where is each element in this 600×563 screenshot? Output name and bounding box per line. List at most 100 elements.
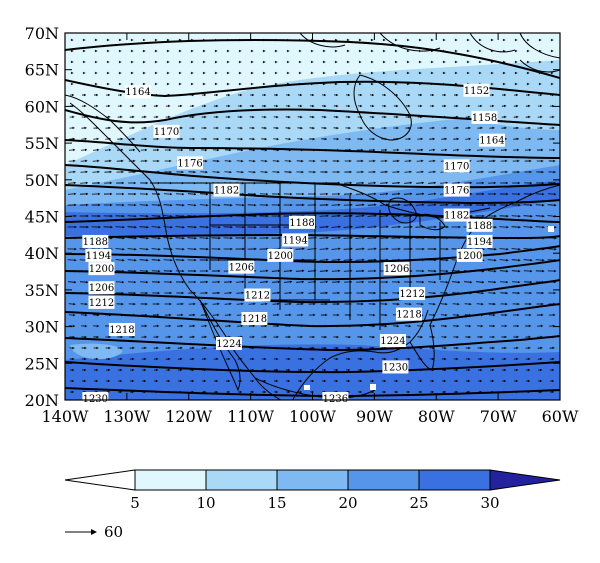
wind-arrowhead	[360, 357, 363, 361]
wind-arrowhead	[95, 368, 99, 372]
wind-arrowhead	[432, 357, 435, 361]
wind-arrowhead	[422, 247, 425, 251]
svg-text:1200: 1200	[89, 264, 114, 275]
wind-arrowhead	[194, 258, 197, 262]
wind-arrowhead	[275, 82, 278, 86]
wind-arrowhead	[167, 38, 170, 42]
wind-arrowhead	[263, 379, 266, 383]
wind-arrowhead	[350, 269, 353, 273]
wind-arrowhead	[516, 357, 519, 361]
wind-arrowhead	[420, 104, 423, 108]
wind-arrowhead	[85, 170, 88, 174]
wind-arrowhead	[156, 137, 159, 141]
wind-arrowhead	[276, 357, 279, 361]
wind-arrowhead	[146, 225, 149, 229]
wind-arrowhead	[215, 379, 218, 383]
wind-arrowhead	[480, 324, 483, 328]
wind-arrowhead	[384, 148, 388, 152]
wind-arrowhead	[180, 335, 183, 339]
wind-arrowhead	[516, 148, 520, 152]
wind-arrowhead	[145, 302, 148, 306]
wind-arrowhead	[227, 390, 230, 394]
lat-tick-label: 70N	[25, 24, 59, 43]
wind-arrowhead	[170, 269, 173, 273]
colorbar-tick-label: 5	[130, 494, 140, 512]
wind-arrowhead	[74, 225, 77, 229]
wind-arrowhead	[266, 203, 269, 207]
contour-labels: 1152 1158 1164 1164 1170 1170 1176 1176 1182 1182…	[82, 83, 505, 406]
wind-arrowhead	[133, 302, 136, 306]
wind-arrowhead	[155, 49, 158, 53]
wind-arrowhead	[299, 390, 302, 394]
contour-label: 1152	[463, 83, 490, 97]
wind-arrowhead	[421, 192, 425, 196]
wind-arrowhead	[108, 148, 112, 152]
lat-tick-label: 60N	[25, 97, 59, 116]
wind-arrowhead	[324, 104, 327, 108]
wind-arrowhead	[542, 225, 545, 229]
wind-arrowhead	[265, 159, 268, 163]
wind-arrowhead	[372, 335, 375, 339]
wind-arrowhead	[158, 203, 161, 207]
svg-text:1194: 1194	[282, 235, 307, 246]
wind-arrowhead	[527, 71, 530, 75]
wind-arrowhead	[468, 357, 471, 361]
wind-arrowhead	[338, 214, 341, 218]
wind-arrowhead	[407, 93, 410, 97]
svg-text:1170: 1170	[444, 161, 469, 172]
wind-arrowhead	[527, 60, 530, 64]
wind-arrowhead	[504, 126, 507, 130]
wind-arrowhead	[398, 247, 401, 251]
wind-arrowhead	[241, 159, 244, 163]
wind-arrowhead	[132, 335, 135, 339]
wind-arrowhead	[263, 390, 266, 394]
wind-arrowhead	[530, 258, 533, 262]
wind-arrowhead	[278, 214, 281, 218]
wind-arrowhead	[552, 115, 555, 119]
wind-arrowhead	[323, 379, 326, 383]
wind-arrowhead	[263, 49, 266, 53]
wind-arrowhead	[386, 247, 389, 251]
wind-arrowhead	[443, 60, 446, 64]
wind-arrowhead	[288, 335, 291, 339]
wind-arrowhead	[326, 192, 329, 196]
wind-arrowhead	[350, 258, 353, 262]
wind-arrowhead	[95, 379, 98, 383]
wind-arrowhead	[120, 346, 123, 350]
wind-arrowhead	[252, 104, 255, 108]
wind-arrowhead	[350, 203, 353, 207]
wind-arrowhead	[371, 38, 374, 42]
wind-arrowhead	[493, 280, 496, 284]
wind-arrowhead	[264, 126, 267, 130]
wind-arrowhead	[480, 126, 483, 130]
wind-arrowhead	[109, 181, 112, 185]
colorbar-over-triangle	[489, 469, 561, 491]
wind-arrowhead	[311, 390, 314, 394]
wind-arrowhead	[542, 258, 545, 262]
wind-arrowhead	[517, 302, 520, 306]
wind-arrowhead	[265, 170, 268, 174]
wind-arrowhead	[157, 280, 160, 284]
svg-text:1218: 1218	[396, 310, 421, 321]
wind-arrowhead	[312, 335, 315, 339]
wind-arrowhead	[240, 104, 243, 108]
lon-tick-label: 60W	[542, 407, 579, 426]
colorbar-segment	[418, 469, 491, 491]
wind-arrowhead	[397, 302, 400, 306]
wind-arrowhead	[373, 291, 376, 295]
wind-arrowhead	[203, 82, 206, 86]
wind-arrowhead	[349, 181, 352, 185]
wind-arrowhead	[347, 71, 350, 75]
wind-arrowhead	[146, 192, 149, 196]
wind-arrowhead	[338, 258, 341, 262]
wind-arrowhead	[506, 247, 509, 251]
wind-arrowhead	[347, 49, 350, 53]
wind-arrowhead	[372, 126, 375, 130]
wind-arrowhead	[158, 214, 161, 218]
wind-arrowhead	[313, 170, 316, 174]
wind-arrowhead	[445, 280, 448, 284]
wind-arrowhead	[504, 115, 507, 119]
wind-arrowhead	[158, 225, 161, 229]
wind-arrowhead	[479, 379, 482, 383]
wind-arrowhead	[96, 357, 99, 361]
